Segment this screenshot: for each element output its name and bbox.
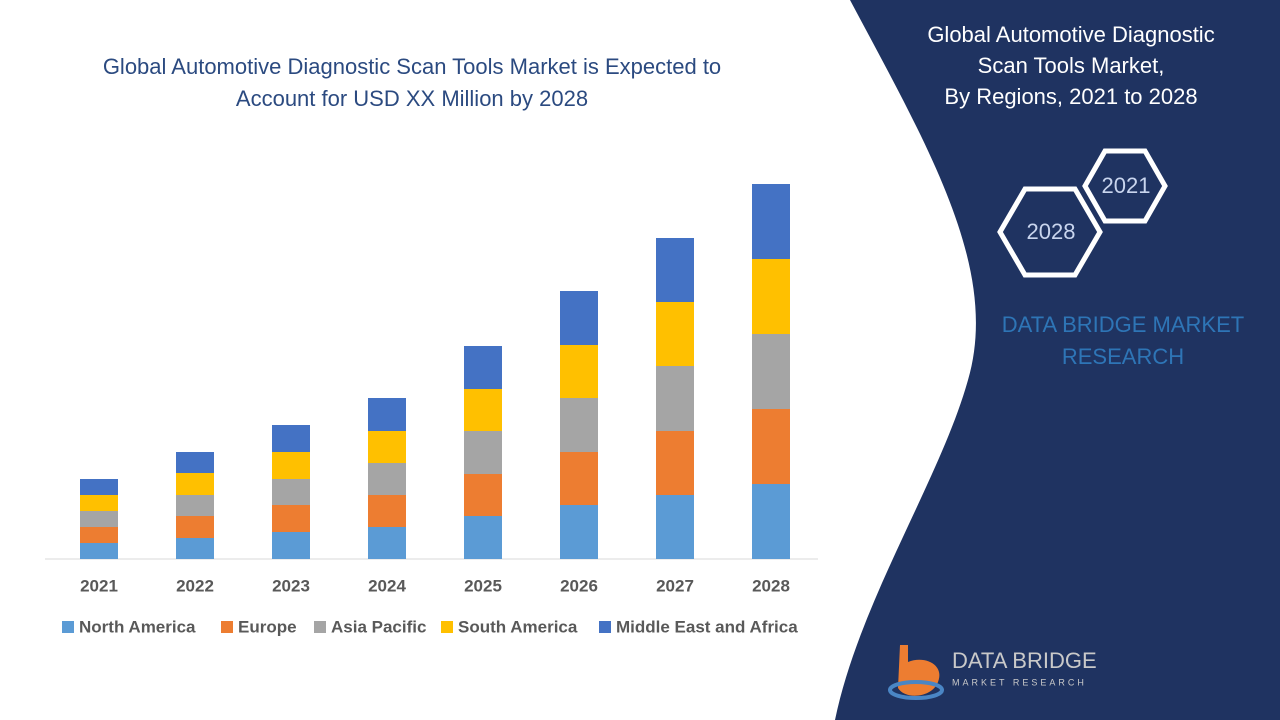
- bar-segment: [752, 259, 790, 334]
- bar-segment: [464, 431, 502, 474]
- logo: DATA BRIDGE MARKET RESEARCH: [888, 645, 1097, 700]
- x-tick-label: 2023: [272, 576, 310, 595]
- bar-segment: [176, 473, 214, 495]
- legend-label: North America: [79, 617, 196, 636]
- x-tick-label: 2024: [368, 576, 406, 595]
- legend-label: South America: [458, 617, 578, 636]
- bar-segment: [560, 452, 598, 505]
- bar-segment: [272, 532, 310, 559]
- bar-segment: [368, 398, 406, 431]
- bar-segment: [560, 291, 598, 345]
- legend-swatch: [441, 621, 453, 633]
- bar-segment: [560, 398, 598, 452]
- bar-segment: [464, 346, 502, 389]
- brand-text: DATA BRIDGE MARKET: [1002, 312, 1244, 337]
- bar-segment: [368, 463, 406, 495]
- bar-segment: [176, 516, 214, 538]
- bar-segment: [752, 184, 790, 259]
- chart-title: Global Automotive Diagnostic Scan Tools …: [103, 54, 721, 79]
- bar-segment: [656, 431, 694, 495]
- bar-segment: [752, 334, 790, 409]
- x-tick-label: 2021: [80, 576, 118, 595]
- bar-segment: [272, 425, 310, 452]
- bar-segment: [560, 345, 598, 398]
- side-title: Global Automotive Diagnostic: [927, 22, 1214, 47]
- x-tick-label: 2028: [752, 576, 790, 595]
- hexagon: [1082, 148, 1168, 224]
- bar-segment: [176, 495, 214, 516]
- hex-label: 2021: [1102, 173, 1151, 198]
- legend-label: Europe: [238, 617, 297, 636]
- side-panel: [835, 0, 1280, 720]
- bar-segment: [464, 516, 502, 559]
- bar-segment: [752, 409, 790, 484]
- bar-segment: [80, 479, 118, 495]
- logo-tagline: MARKET RESEARCH: [952, 677, 1087, 687]
- legend-swatch: [314, 621, 326, 633]
- bar-segment: [368, 431, 406, 463]
- x-tick-label: 2025: [464, 576, 502, 595]
- bar-segment: [272, 452, 310, 479]
- bar-segment: [368, 495, 406, 527]
- bar-segment: [656, 366, 694, 431]
- bar-segment: [752, 484, 790, 559]
- bar-segment: [176, 538, 214, 559]
- logo-name: DATA BRIDGE: [952, 648, 1097, 673]
- x-tick-label: 2022: [176, 576, 214, 595]
- side-title: By Regions, 2021 to 2028: [944, 84, 1197, 109]
- bar-segment: [176, 452, 214, 473]
- bar-segment: [464, 474, 502, 516]
- bar-segment: [80, 511, 118, 527]
- side-title: Scan Tools Market,: [978, 53, 1165, 78]
- logo-swoosh: [888, 680, 944, 700]
- legend-swatch: [62, 621, 74, 633]
- hex-label: 2028: [1027, 219, 1076, 244]
- x-tick-label: 2027: [656, 576, 694, 595]
- legend-swatch: [599, 621, 611, 633]
- bar-segment: [80, 527, 118, 543]
- bar-segment: [560, 505, 598, 559]
- bar-segment: [464, 389, 502, 431]
- bar-segment: [656, 238, 694, 302]
- bar-segment: [80, 543, 118, 559]
- chart-title: Account for USD XX Million by 2028: [236, 86, 588, 111]
- bar-segment: [272, 505, 310, 532]
- bar-segment: [272, 479, 310, 505]
- x-tick-label: 2026: [560, 576, 598, 595]
- legend-swatch: [221, 621, 233, 633]
- bar-segment: [80, 495, 118, 511]
- brand-text: RESEARCH: [1062, 344, 1184, 369]
- bar-segment: [656, 302, 694, 366]
- bar-segment: [368, 527, 406, 559]
- legend-label: Middle East and Africa: [616, 617, 798, 636]
- legend-label: Asia Pacific: [331, 617, 426, 636]
- bar-segment: [656, 495, 694, 559]
- hexagon: [997, 186, 1103, 278]
